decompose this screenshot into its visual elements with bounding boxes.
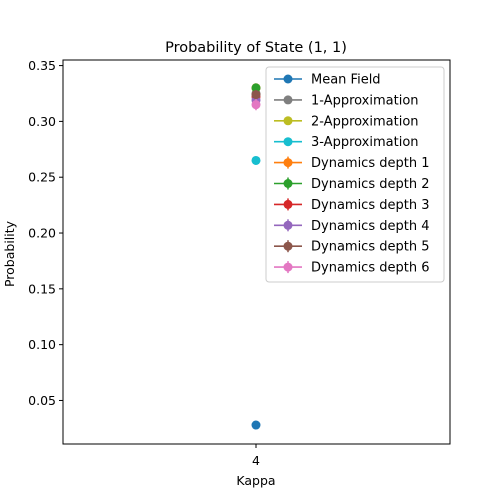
legend-marker bbox=[283, 220, 293, 230]
legend-marker bbox=[283, 179, 293, 188]
data-point bbox=[251, 155, 261, 165]
legend-label: Dynamics depth 2 bbox=[311, 177, 429, 192]
y-tick-label: 0.10 bbox=[28, 337, 56, 352]
legend-label: 3-Approximation bbox=[311, 135, 419, 150]
legend-label: Dynamics depth 5 bbox=[311, 240, 429, 255]
legend-label: Dynamics depth 3 bbox=[311, 198, 429, 213]
legend-label: Dynamics depth 6 bbox=[311, 261, 429, 276]
data-point bbox=[251, 420, 261, 430]
legend-marker bbox=[283, 241, 293, 251]
x-axis-label: Kappa bbox=[236, 473, 275, 488]
legend-marker bbox=[283, 95, 293, 105]
y-axis: 0.05 0.10 0.15 0.20 0.25 0.30 0.35 bbox=[28, 58, 63, 408]
legend-marker bbox=[283, 262, 293, 272]
data-point bbox=[251, 100, 261, 110]
legend-label: Dynamics depth 4 bbox=[311, 219, 429, 234]
y-tick-label: 0.25 bbox=[28, 170, 56, 185]
legend-label: 2-Approximation bbox=[311, 114, 419, 129]
y-tick-label: 0.20 bbox=[28, 226, 56, 241]
legend-label: Dynamics depth 1 bbox=[311, 156, 429, 171]
y-tick-label: 0.35 bbox=[28, 58, 56, 73]
data-point bbox=[251, 83, 261, 93]
legend-label: Mean Field bbox=[311, 73, 381, 88]
data-points bbox=[251, 83, 261, 430]
data-point bbox=[251, 90, 261, 100]
legend: Mean Field 1-Approximation 2-Approximation… bbox=[265, 66, 445, 283]
x-tick-label: 4 bbox=[252, 453, 260, 468]
legend-label: 1-Approximation bbox=[311, 93, 419, 108]
chart-title: Probability of State (1, 1) bbox=[165, 40, 347, 56]
x-axis: 4 bbox=[252, 444, 260, 468]
y-tick-label: 0.30 bbox=[28, 114, 56, 129]
y-axis-label: Probability bbox=[2, 220, 17, 287]
legend-marker bbox=[283, 199, 293, 209]
legend-marker bbox=[283, 158, 293, 168]
y-tick-label: 0.05 bbox=[28, 393, 56, 408]
y-tick-label: 0.15 bbox=[28, 281, 56, 296]
legend-box bbox=[265, 66, 445, 283]
legend-marker bbox=[283, 74, 293, 84]
legend-marker bbox=[283, 137, 293, 147]
legend-marker bbox=[283, 116, 293, 126]
